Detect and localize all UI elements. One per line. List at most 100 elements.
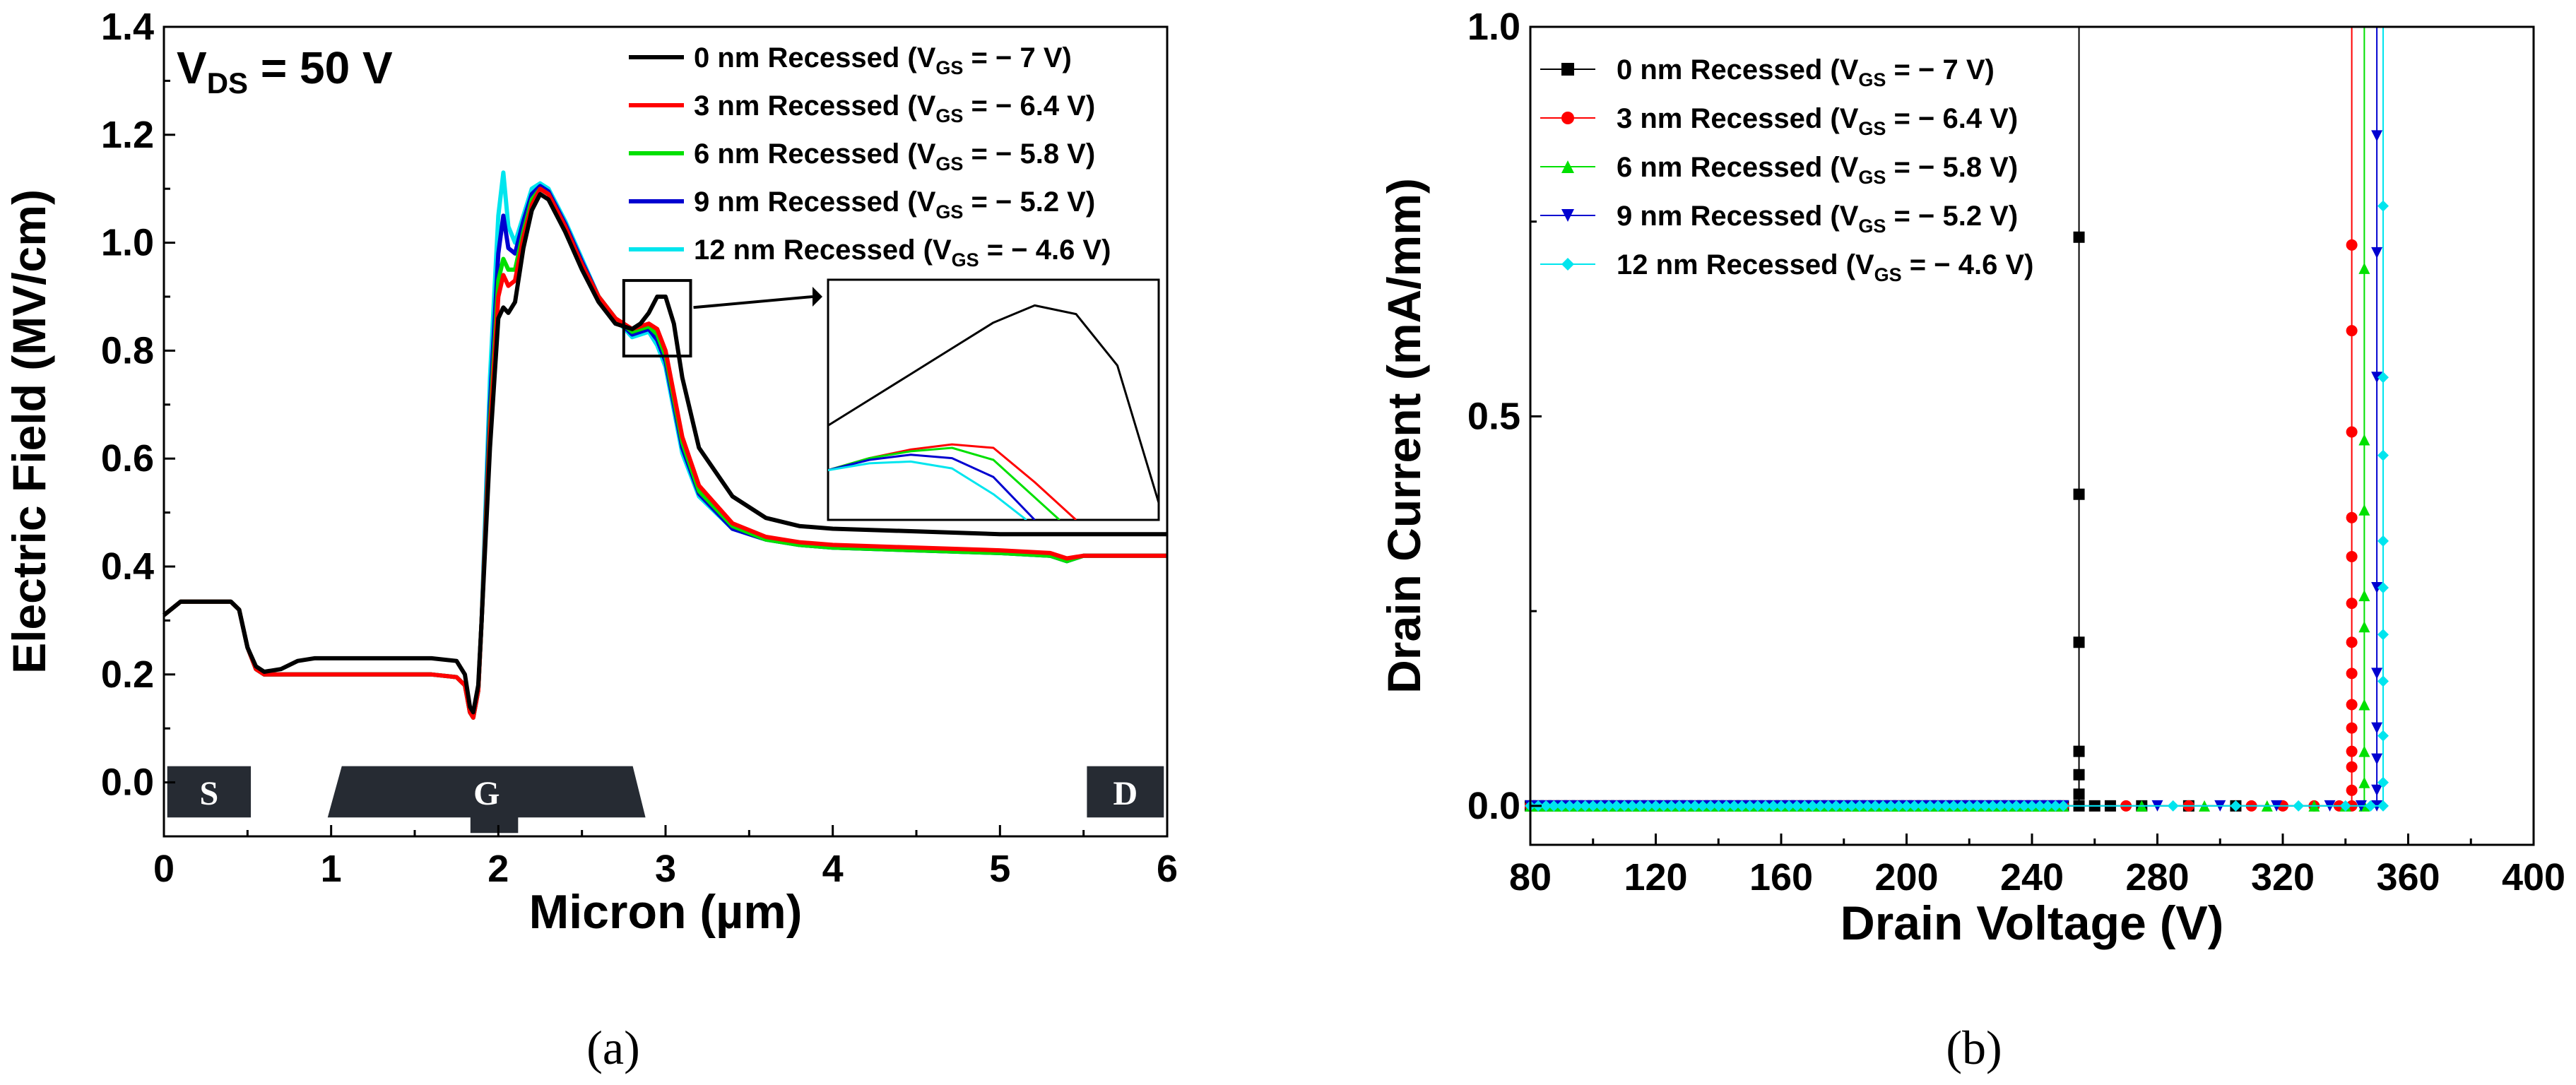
chart-b-point bbox=[1587, 800, 1599, 812]
chart-b-point bbox=[2346, 325, 2358, 337]
legend-label: 9 nm Recessed (VGS = − 5.2 V) bbox=[694, 186, 1095, 223]
chart-b-point bbox=[2073, 231, 2085, 243]
chart-b-point bbox=[2346, 722, 2358, 734]
chart-b-point bbox=[1705, 800, 1717, 812]
legend-label-sub: GS bbox=[935, 105, 963, 126]
chart-b-point bbox=[1634, 800, 1646, 812]
chart-b-point bbox=[1548, 800, 1560, 812]
chart-b-point bbox=[2377, 730, 2389, 742]
legend-label: 0 nm Recessed (VGS = − 7 V) bbox=[1617, 54, 1995, 90]
chart-b-point bbox=[1877, 800, 1889, 812]
chart-b-point bbox=[2371, 722, 2383, 734]
chart-a-ylabel: Electric Field (MV/cm) bbox=[3, 189, 55, 674]
chart-b-point bbox=[1720, 800, 1732, 812]
region-label-s: S bbox=[200, 775, 219, 812]
legend-label-main: 6 nm Recessed (V bbox=[1617, 152, 1859, 183]
chart-b-point bbox=[1830, 800, 1842, 812]
chart-b-point bbox=[1807, 800, 1819, 812]
chart-b-point bbox=[2339, 800, 2351, 812]
chart-b-point bbox=[1845, 800, 1857, 812]
chart-b-point bbox=[2034, 800, 2046, 812]
legend-label-sub: GS bbox=[952, 249, 979, 271]
chart-b-ytick-label: 0.5 bbox=[1467, 395, 1520, 437]
chart-b-point bbox=[1571, 800, 1583, 812]
inset-series-line bbox=[828, 453, 1036, 520]
chart-b-point bbox=[1814, 800, 1826, 812]
legend-label-rest: = − 7 V) bbox=[1886, 54, 1994, 85]
chart-b-point bbox=[2377, 449, 2389, 461]
chart-b-point bbox=[2377, 629, 2389, 641]
zoom-arrow-head bbox=[813, 287, 822, 307]
chart-b-series bbox=[1525, 27, 2389, 812]
chart-b-point bbox=[2293, 800, 2305, 812]
chart-b-point bbox=[1556, 800, 1568, 812]
chart-b-point bbox=[1822, 800, 1834, 812]
chart-a-ytick-label: 0.8 bbox=[101, 329, 154, 372]
chart-b-point bbox=[2358, 434, 2370, 446]
chart-b-point bbox=[1885, 800, 1897, 812]
chart-b-point bbox=[1665, 800, 1677, 812]
panel-caption-a: (a) bbox=[586, 1021, 639, 1074]
legend-label-sub: GS bbox=[1858, 69, 1886, 90]
chart-b-point bbox=[2371, 753, 2383, 765]
chart-b-point bbox=[2371, 130, 2383, 142]
chart-a: S G D 0 1 2 3 4 5 6 0.0 0.2 0.4 0.6 0.8 1.0 1.2 1.4 Micr… bbox=[3, 6, 1178, 1074]
chart-b-point bbox=[2346, 550, 2358, 562]
chart-b-point bbox=[2358, 590, 2370, 602]
chart-b-point bbox=[1948, 800, 1960, 812]
gate-region bbox=[327, 766, 646, 834]
chart-b-point bbox=[2377, 776, 2389, 788]
legend-label-sub: GS bbox=[1874, 264, 1902, 285]
chart-b-point bbox=[2346, 784, 2358, 796]
chart-b-point bbox=[2371, 784, 2383, 796]
chart-b-point bbox=[1791, 800, 1803, 812]
legend-label-rest: = − 5.8 V) bbox=[963, 138, 1095, 170]
chart-a-xtick-label: 6 bbox=[1157, 848, 1178, 890]
legend-label-rest: = − 5.2 V) bbox=[1886, 201, 2018, 232]
chart-b-point bbox=[1673, 800, 1685, 812]
chart-b-point bbox=[2073, 788, 2085, 800]
chart-a-xlabel: Micron (µm) bbox=[529, 885, 803, 939]
chart-a-ytick-label: 0.4 bbox=[101, 545, 154, 588]
chart-b-point bbox=[1642, 800, 1654, 812]
inset-series-line bbox=[828, 446, 1060, 520]
legend-label-rest: = − 4.6 V) bbox=[979, 235, 1111, 266]
chart-a-ticks-layer: 0 1 2 3 4 5 6 0.0 0.2 0.4 0.6 0.8 1.0 1.2 1.4 bbox=[101, 6, 1178, 890]
chart-b-point bbox=[1728, 800, 1740, 812]
chart-a-series-line bbox=[163, 186, 1167, 720]
chart-b-ylabel: Drain Current (mA/mm) bbox=[1378, 178, 1430, 694]
chart-b-legend: 0 nm Recessed (VGS = − 7 V)3 nm Recessed… bbox=[1540, 54, 2033, 285]
legend-label: 6 nm Recessed (VGS = − 5.8 V) bbox=[1617, 152, 2018, 188]
legend-label-rest: = − 5.8 V) bbox=[1886, 152, 2018, 183]
chart-b-xtick-label: 200 bbox=[1874, 856, 1938, 899]
legend-swatch-marker bbox=[1561, 209, 1574, 222]
chart-b-point bbox=[2073, 636, 2085, 648]
chart-b-xtick-label: 120 bbox=[1624, 856, 1687, 899]
chart-b-point bbox=[2371, 668, 2383, 680]
chart-b-point bbox=[1869, 800, 1881, 812]
chart-b-point bbox=[2346, 426, 2358, 438]
chart-a-series-line bbox=[163, 191, 1167, 715]
chart-a-ytick-label: 1.4 bbox=[101, 6, 154, 48]
chart-a-annotation: VDS = 50 V bbox=[177, 42, 393, 100]
chart-a-series-layer bbox=[163, 170, 1167, 720]
legend-label-rest: = − 5.2 V) bbox=[963, 186, 1095, 218]
zoom-box bbox=[622, 279, 692, 358]
chart-b-xtick-label: 80 bbox=[1509, 856, 1552, 899]
chart-b-point bbox=[2073, 488, 2085, 500]
chart-b-xtick-label: 280 bbox=[2125, 856, 2189, 899]
chart-b-point bbox=[1783, 800, 1795, 812]
chart-b-series bbox=[1525, 27, 2383, 812]
chart-b-xtick-label: 240 bbox=[2000, 856, 2064, 899]
chart-b-point bbox=[1862, 800, 1874, 812]
chart-b-point bbox=[1713, 800, 1725, 812]
chart-b-point bbox=[1901, 800, 1913, 812]
region-label-d: D bbox=[1113, 775, 1138, 812]
chart-b-series bbox=[1525, 27, 2370, 812]
legend-label: 12 nm Recessed (VGS = − 4.6 V) bbox=[694, 235, 1111, 271]
chart-b-point bbox=[2018, 800, 2030, 812]
legend-label-rest: = − 7 V) bbox=[963, 42, 1071, 73]
chart-b-point bbox=[2346, 745, 2358, 757]
chart-b-point bbox=[1971, 800, 1983, 812]
